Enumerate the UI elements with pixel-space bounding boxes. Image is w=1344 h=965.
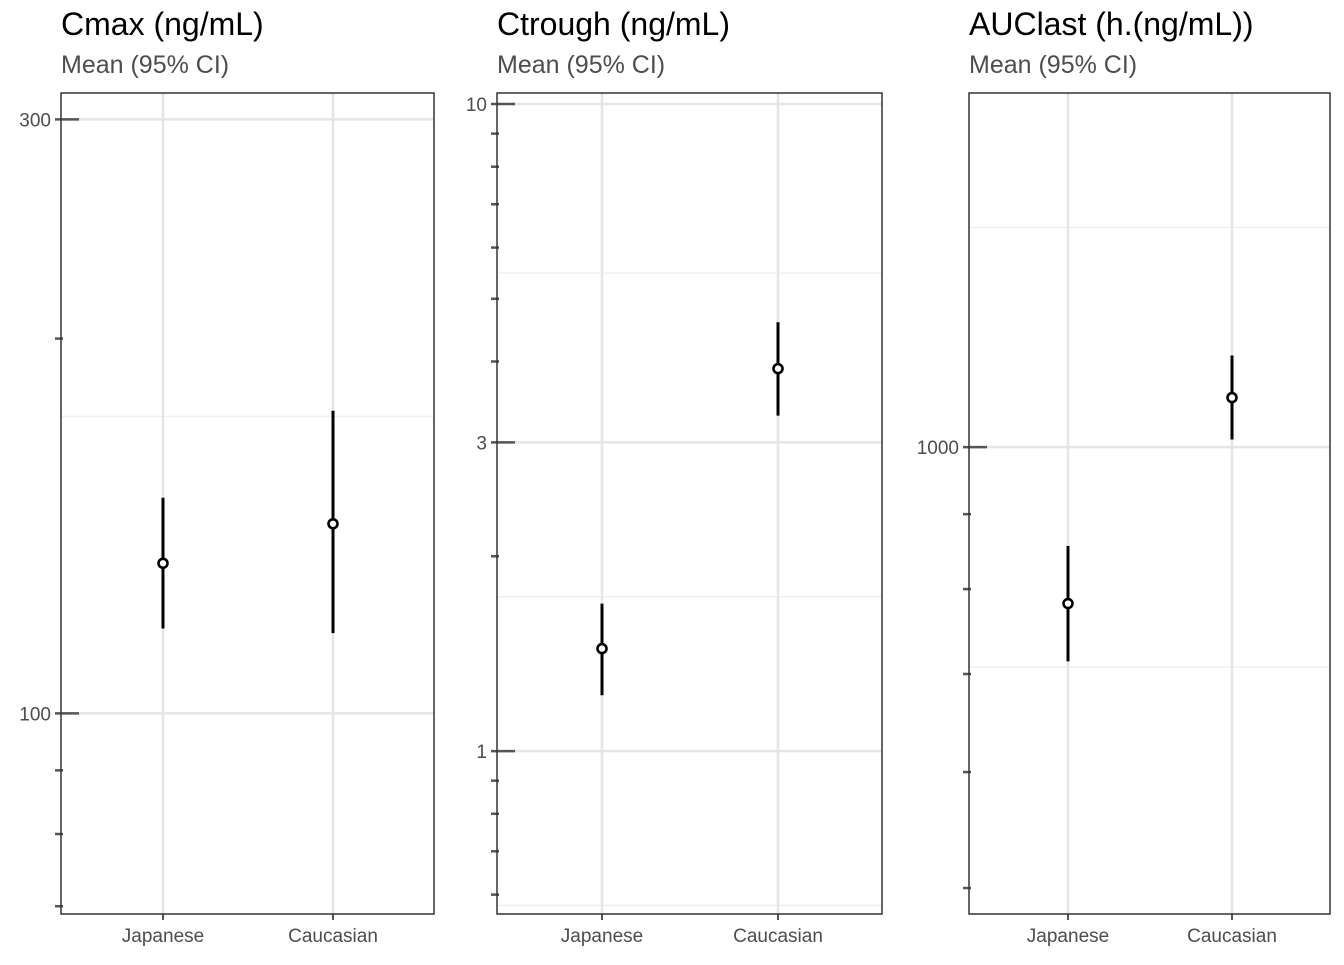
y-tick-label: 1000 <box>917 438 959 459</box>
y-tick-label: 300 <box>19 110 51 131</box>
y-tick-label: 3 <box>476 433 487 454</box>
panel-frame <box>496 92 883 915</box>
panel-frame <box>968 92 1331 915</box>
mean-point <box>1226 391 1238 404</box>
panel-cmax: Cmax (ng/mL) Mean (95% CI) 100 300 Japanes… <box>19 6 435 947</box>
y-tick-label: 100 <box>19 704 51 725</box>
panel-subtitle: Mean (95% CI) <box>969 51 1137 79</box>
y-tick-label: 10 <box>466 95 487 116</box>
mean-point <box>327 517 339 530</box>
plot-area: 1 3 10 Japanese Caucasian <box>466 92 883 947</box>
x-tick-label: Caucasian <box>288 926 378 947</box>
panel-frame <box>60 92 435 915</box>
panel-auclast: AUClast (h.(ng/mL)) Mean (95% CI) 1000 Ja… <box>917 6 1331 947</box>
plot-area: 1000 Japanese Caucasian <box>917 92 1331 947</box>
panel-title: AUClast (h.(ng/mL)) <box>969 6 1254 42</box>
panel-title: Ctrough (ng/mL) <box>497 6 730 42</box>
mean-point <box>1062 597 1074 610</box>
panel-ctrough: Ctrough (ng/mL) Mean (95% CI) 1 3 10 Japane… <box>466 6 883 947</box>
x-tick-label: Caucasian <box>1187 926 1277 947</box>
x-tick-label: Japanese <box>561 926 643 947</box>
x-tick-label: Japanese <box>1027 926 1109 947</box>
mean-point <box>157 557 169 570</box>
y-tick-label: 1 <box>476 742 487 763</box>
panel-subtitle: Mean (95% CI) <box>497 51 665 79</box>
mean-point <box>772 362 784 375</box>
x-tick-label: Caucasian <box>733 926 823 947</box>
panel-title: Cmax (ng/mL) <box>61 6 264 42</box>
plot-area: 100 300 Japanese Caucasian <box>19 92 435 947</box>
panel-subtitle: Mean (95% CI) <box>61 51 229 79</box>
mean-point <box>596 642 608 655</box>
x-tick-label: Japanese <box>122 926 204 947</box>
